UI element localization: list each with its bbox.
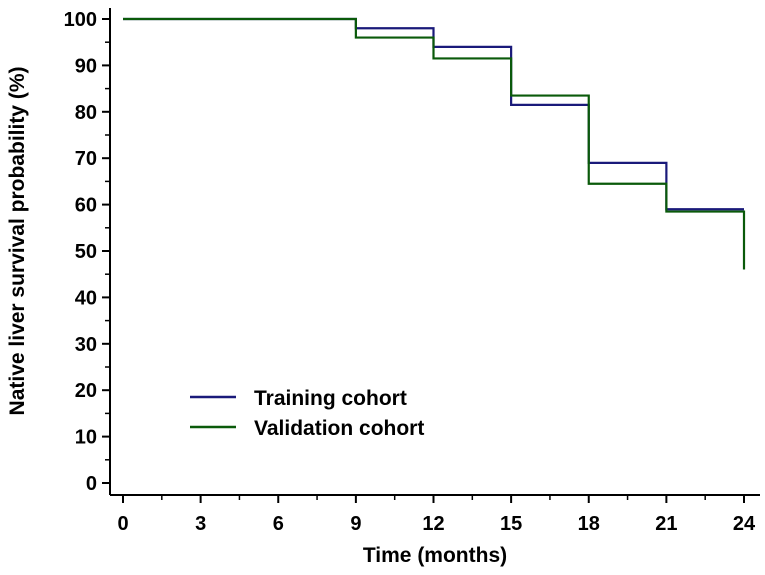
x-axis-label: Time (months) — [363, 544, 507, 567]
y-tick-label-100: 100 — [64, 9, 97, 31]
legend: Training cohort Validation cohort — [190, 387, 424, 440]
x-tick-label-21: 21 — [655, 513, 677, 535]
x-tick-label-9: 9 — [350, 513, 361, 535]
series-layer — [123, 17, 746, 270]
y-tick-label-20: 20 — [75, 380, 97, 402]
y-tick-label-70: 70 — [75, 148, 97, 170]
x-tick-label-12: 12 — [422, 513, 444, 535]
x-tick-label-3: 3 — [195, 513, 206, 535]
y-tick-label-50: 50 — [75, 241, 97, 263]
legend-label-training-cohort: Training cohort — [254, 387, 407, 410]
x-tick-label-15: 15 — [500, 513, 522, 535]
x-tick-label-24: 24 — [733, 513, 756, 535]
y-tick-label-90: 90 — [75, 55, 97, 77]
y-tick-label-0: 0 — [86, 473, 97, 495]
y-tick-label-40: 40 — [75, 287, 97, 309]
x-tick-label-18: 18 — [578, 513, 600, 535]
x-tick-label-0: 0 — [117, 513, 128, 535]
y-tick-label-30: 30 — [75, 334, 97, 356]
y-tick-label-10: 10 — [75, 427, 97, 449]
legend-label-validation-cohort: Validation cohort — [254, 417, 424, 440]
x-tick-label-6: 6 — [273, 513, 284, 535]
axes — [109, 8, 760, 496]
y-tick-label-80: 80 — [75, 102, 97, 124]
y-tick-label-60: 60 — [75, 195, 97, 217]
y-axis-label: Native liver survival probability (%) — [6, 67, 29, 416]
ticks: 0 3 6 9 12 15 18 21 24 0 10 20 30 40 50 60 70 80 90 100 — [64, 9, 756, 535]
series-line-validation-cohort — [123, 17, 746, 270]
